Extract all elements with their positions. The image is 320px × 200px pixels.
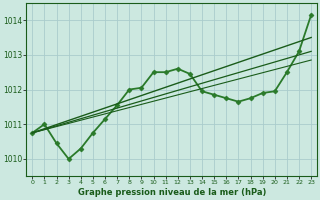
- X-axis label: Graphe pression niveau de la mer (hPa): Graphe pression niveau de la mer (hPa): [77, 188, 266, 197]
